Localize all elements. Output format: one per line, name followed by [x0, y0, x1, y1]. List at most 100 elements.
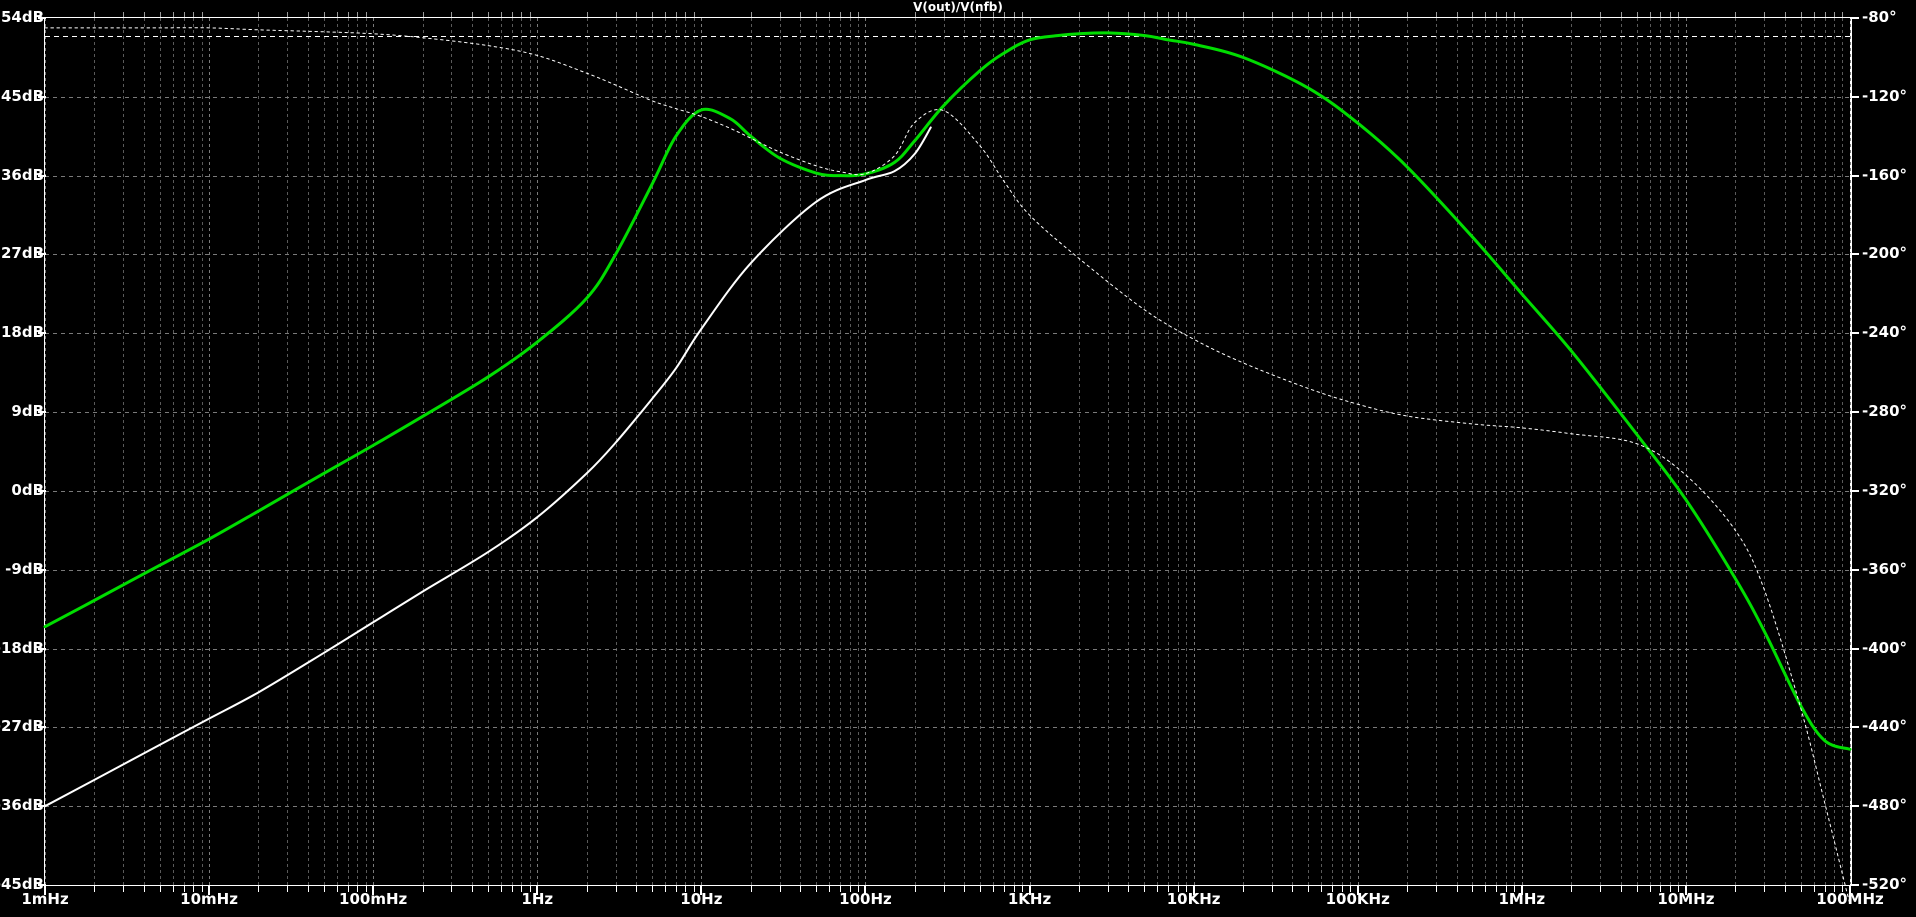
x-axis-tick-label: 100Hz	[839, 890, 892, 908]
x-axis-top-minor-tick	[586, 12, 588, 17]
gridline-decade	[537, 18, 538, 885]
gridline-minor	[1457, 18, 1458, 885]
x-axis-minor-tick	[800, 886, 802, 892]
y-axis-right-tick-label: -520°	[1862, 875, 1908, 893]
x-axis-top-minor-tick	[1800, 12, 1802, 17]
x-axis-minor-tick	[849, 886, 851, 892]
x-axis-minor-tick	[471, 886, 473, 892]
gridline-minor	[1272, 18, 1273, 885]
x-axis-top-minor-tick	[1571, 12, 1573, 17]
y-axis-left-tick-label: -9dB	[5, 559, 44, 578]
x-axis-top-minor-tick	[94, 12, 96, 17]
y-axis-left-tick-label: 9dB	[11, 402, 44, 421]
x-axis-top-minor-tick	[1834, 12, 1836, 17]
x-axis-top-minor-tick	[675, 12, 677, 17]
gridline-decade	[1686, 18, 1687, 885]
x-axis-top-minor-tick	[636, 12, 638, 17]
x-axis-minor-tick	[1472, 886, 1474, 892]
gridline-minor	[472, 18, 473, 885]
gridline-minor	[1014, 18, 1015, 885]
y-axis-left-tick	[38, 805, 46, 808]
reference-line	[45, 36, 1850, 37]
gridline-horizontal	[45, 97, 1850, 98]
y-axis-right-tick	[1850, 568, 1859, 571]
gridline-decade	[45, 18, 46, 885]
x-axis-tick	[1192, 886, 1195, 895]
x-axis-tick-label: 10KHz	[1166, 890, 1221, 908]
gridline-minor	[1600, 18, 1601, 885]
gridline-minor	[160, 18, 161, 885]
gridline-minor	[816, 18, 817, 885]
gridline-minor	[685, 18, 686, 885]
gridline-minor	[1764, 18, 1765, 885]
x-axis-top-minor-tick	[1485, 12, 1487, 17]
x-axis-top-minor-tick	[1004, 12, 1006, 17]
x-axis-top-minor-tick	[336, 12, 338, 17]
x-axis-minor-tick	[1436, 886, 1438, 892]
gridline-minor	[1801, 18, 1802, 885]
x-axis-minor-tick	[1571, 886, 1573, 892]
gridline-decade	[865, 18, 866, 885]
x-axis-top-minor-tick	[307, 12, 309, 17]
gridline-decade	[1358, 18, 1359, 885]
y-axis-right-tick-label: -440°	[1862, 717, 1908, 736]
x-axis-minor-tick	[1157, 886, 1159, 892]
x-axis-minor-tick	[857, 886, 859, 892]
x-axis-minor-tick	[1341, 886, 1343, 892]
x-axis-top-minor-tick	[287, 12, 289, 17]
x-axis-tick	[1849, 886, 1851, 895]
y-axis-left-tick-label: 45dB	[0, 86, 44, 105]
gridline-minor	[1342, 18, 1343, 885]
x-axis-minor-tick	[193, 886, 195, 892]
gridline-minor	[964, 18, 965, 885]
x-axis-minor-tick	[347, 886, 349, 892]
x-axis-top-minor-tick	[1321, 12, 1323, 17]
gridline-minor	[512, 18, 513, 885]
x-axis-top-minor-tick	[1308, 12, 1310, 17]
x-axis-top-minor-tick	[471, 12, 473, 17]
x-axis-minor-tick	[1824, 886, 1826, 892]
x-axis-minor-tick	[816, 886, 818, 892]
gridline-minor	[980, 18, 981, 885]
x-axis-minor-tick	[1292, 886, 1294, 892]
gridline-minor	[1496, 18, 1497, 885]
y-axis-left-tick-label: -27dB	[0, 717, 44, 736]
x-axis-minor-tick	[521, 886, 523, 892]
x-axis-top-minor-tick	[685, 12, 687, 17]
x-axis-top-minor-tick	[750, 12, 752, 17]
x-axis-minor-tick	[183, 886, 185, 892]
x-axis-minor-tick	[943, 886, 945, 892]
gridline-minor	[1472, 18, 1473, 885]
y-axis-left-tick	[38, 17, 46, 19]
y-axis-right-tick-label: -280°	[1862, 402, 1908, 421]
x-axis-minor-tick	[1505, 886, 1507, 892]
y-axis-left-tick	[38, 174, 46, 177]
x-axis-minor-tick	[1128, 886, 1130, 892]
gridline-minor	[521, 18, 522, 885]
x-axis-tick	[1684, 886, 1687, 895]
x-axis-top-minor-tick	[500, 12, 502, 17]
x-axis-top-minor-tick	[1350, 12, 1352, 17]
x-axis-minor-tick	[1813, 886, 1815, 892]
x-axis-top-minor-tick	[258, 12, 260, 17]
y-axis-left-tick-label: -45dB	[0, 875, 44, 893]
gridline-minor	[1144, 18, 1145, 885]
x-axis-minor-tick	[1271, 886, 1273, 892]
gridline-minor	[1825, 18, 1826, 885]
gridline-minor	[1243, 18, 1244, 885]
plot-canvas[interactable]	[43, 18, 1852, 906]
y-axis-left-tick	[38, 332, 46, 335]
x-axis-top-minor-tick	[1013, 12, 1015, 17]
y-axis-left-tick	[38, 95, 46, 98]
x-axis-top-minor-tick	[1078, 12, 1080, 17]
x-axis-top-minor-tick	[159, 12, 161, 17]
x-axis-top-minor-tick	[1514, 12, 1516, 17]
x-axis-tick-label: 1Hz	[521, 890, 554, 908]
gridline-minor	[665, 18, 666, 885]
x-axis-minor-tick	[123, 886, 125, 892]
x-axis-minor-tick	[993, 886, 995, 892]
x-axis-top-minor-tick	[1472, 12, 1474, 17]
gridline-minor	[202, 18, 203, 885]
x-axis-top-minor-tick	[1407, 12, 1409, 17]
